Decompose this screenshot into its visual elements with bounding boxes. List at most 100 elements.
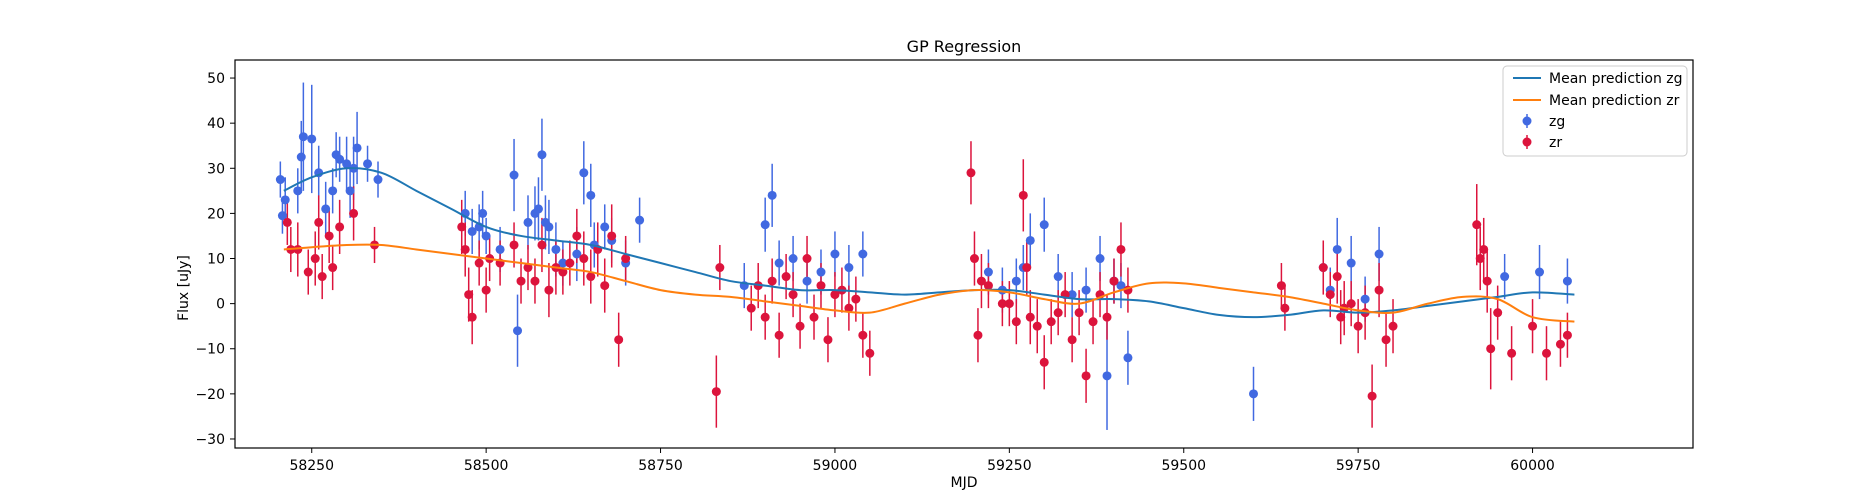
data-point-zr	[746, 303, 756, 313]
legend-entry-zg-line: Mean prediction zg	[1549, 71, 1683, 87]
data-point-zr	[1388, 321, 1398, 331]
data-point-zr	[282, 217, 292, 227]
data-point-zr	[303, 267, 313, 277]
data-point-zr	[781, 272, 791, 282]
data-point-zr	[467, 312, 477, 322]
data-point-zg	[767, 190, 777, 200]
data-point-zg	[1067, 290, 1077, 300]
legend-swatch-zg-points	[1522, 114, 1532, 128]
data-point-zr	[1486, 344, 1496, 354]
data-point-zr	[1367, 391, 1377, 401]
chart-title: GP Regression	[907, 37, 1022, 56]
data-point-zr	[460, 244, 470, 254]
data-point-zr	[865, 348, 875, 358]
data-point-zr	[1542, 348, 1552, 358]
data-point-zg	[1332, 244, 1342, 254]
legend: Mean prediction zg Mean prediction zr zg…	[1502, 65, 1688, 157]
data-point-zg	[495, 244, 505, 254]
data-point-zr	[1046, 317, 1056, 327]
data-point-zr	[711, 387, 721, 397]
x-tick-label: 59500	[1161, 458, 1206, 474]
data-point-zr	[1011, 317, 1021, 327]
y-tick-label: 40	[207, 116, 225, 132]
data-point-zr	[1276, 281, 1286, 291]
data-point-zg	[321, 204, 331, 214]
data-point-zr	[715, 263, 725, 273]
data-point-zr	[572, 231, 582, 241]
data-point-zr	[1032, 321, 1042, 331]
data-point-zr	[579, 254, 589, 264]
data-point-zg	[523, 217, 533, 227]
data-point-zr	[1555, 339, 1565, 349]
data-point-zg	[275, 175, 285, 185]
data-point-zr	[1381, 335, 1391, 345]
legend-entry-zr-points: zr	[1549, 135, 1562, 151]
data-point-zr	[816, 281, 826, 291]
x-axis-ticks: 58250 58500 58750 59000 59250 59500 59750 60000	[289, 448, 1555, 474]
y-tick-label: 20	[207, 206, 225, 222]
data-point-zg	[335, 154, 345, 164]
data-point-zg	[1025, 235, 1035, 245]
data-point-zg	[1102, 371, 1112, 381]
data-point-zg	[635, 215, 645, 225]
data-point-zr	[310, 254, 320, 264]
data-point-zg	[345, 186, 355, 196]
x-tick-label: 59000	[813, 458, 858, 474]
data-point-zr	[969, 254, 979, 264]
y-tick-label: 10	[207, 252, 225, 268]
x-tick-label: 60000	[1510, 458, 1555, 474]
data-point-zg	[600, 222, 610, 232]
data-point-zr	[830, 290, 840, 300]
data-point-zg	[478, 208, 488, 218]
data-point-zr	[1053, 308, 1063, 318]
data-point-zg	[513, 326, 523, 336]
data-point-zr	[1081, 371, 1091, 381]
x-tick-label: 59750	[1336, 458, 1381, 474]
data-point-zr	[802, 254, 812, 264]
data-point-zr	[558, 267, 568, 277]
data-point-zr	[523, 263, 533, 273]
data-point-zr	[324, 231, 334, 241]
data-point-zr	[474, 258, 484, 268]
data-point-zg	[1346, 258, 1356, 268]
data-point-zr	[530, 276, 540, 286]
data-point-zr	[1109, 276, 1119, 286]
y-tick-label: −30	[195, 432, 225, 448]
data-point-zr	[774, 330, 784, 340]
data-point-zr	[464, 290, 474, 300]
series-line-0	[283, 167, 1575, 319]
data-point-zg	[537, 150, 547, 160]
data-point-zg	[373, 175, 383, 185]
x-tick-label: 59250	[987, 458, 1032, 474]
y-tick-label: −20	[195, 387, 225, 403]
data-point-zr	[809, 312, 819, 322]
data-point-zg	[1249, 389, 1259, 399]
data-point-zr	[314, 217, 324, 227]
data-point-zr	[607, 231, 617, 241]
data-point-zg	[342, 159, 352, 169]
data-point-zg	[858, 249, 868, 259]
points-layer	[275, 132, 1572, 401]
legend-entry-zg-points: zg	[1549, 114, 1565, 130]
data-point-zr	[844, 303, 854, 313]
data-point-zr	[858, 330, 868, 340]
data-point-zr	[997, 299, 1007, 309]
data-point-zr	[1088, 317, 1098, 327]
data-point-zr	[457, 222, 467, 232]
data-point-zg	[579, 168, 589, 178]
data-point-zg	[481, 231, 491, 241]
data-point-zg	[1500, 272, 1510, 282]
x-axis-label: MJD	[951, 475, 978, 491]
data-point-zg	[1095, 254, 1105, 264]
data-point-zr	[621, 254, 631, 264]
data-point-zg	[788, 254, 798, 264]
data-point-zg	[830, 249, 840, 259]
data-point-zr	[544, 285, 554, 295]
data-point-zg	[586, 190, 596, 200]
data-point-zg	[298, 132, 308, 142]
data-point-zg	[551, 244, 561, 254]
data-point-zg	[509, 170, 519, 180]
data-point-zg	[1081, 285, 1091, 295]
data-point-zr	[1332, 272, 1342, 282]
